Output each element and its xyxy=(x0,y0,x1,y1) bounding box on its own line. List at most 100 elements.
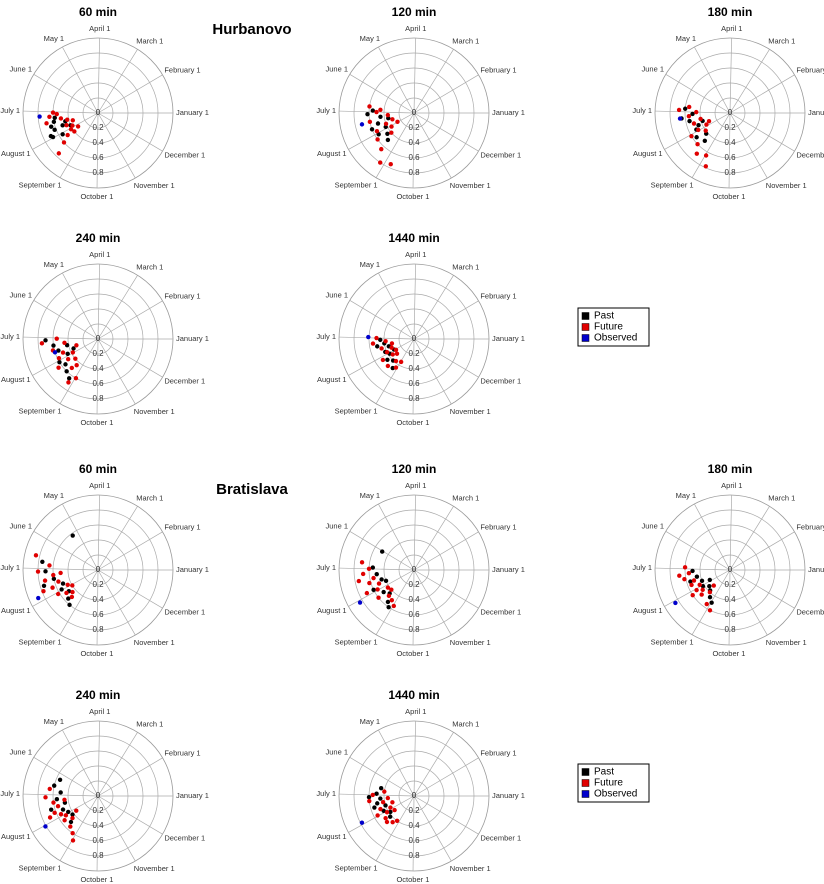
point xyxy=(47,563,52,568)
spoke xyxy=(33,299,99,340)
chart-title: 120 min xyxy=(392,5,437,19)
point xyxy=(703,153,709,158)
point xyxy=(50,110,56,115)
point xyxy=(70,123,75,128)
point xyxy=(691,121,697,126)
point xyxy=(52,350,58,355)
point xyxy=(395,119,400,125)
point xyxy=(73,356,78,361)
point xyxy=(694,151,700,156)
radius-label: 0.2 xyxy=(92,806,104,815)
point xyxy=(367,104,372,109)
point xyxy=(66,809,71,815)
chart-title: 60 min xyxy=(79,462,117,476)
station-title: Hurbanovo xyxy=(212,21,291,38)
month-label: October 1 xyxy=(396,649,429,658)
spoke xyxy=(694,503,731,571)
point xyxy=(49,807,54,812)
spoke xyxy=(413,721,416,797)
point xyxy=(70,583,75,588)
radius-label: 0.8 xyxy=(92,168,104,177)
spoke xyxy=(97,531,163,571)
point xyxy=(60,350,66,355)
point xyxy=(694,135,699,140)
month-label: February 1 xyxy=(480,291,516,300)
month-label: September 1 xyxy=(335,180,378,189)
point xyxy=(47,815,53,820)
point xyxy=(392,807,397,813)
spoke xyxy=(59,338,99,404)
radius-label: 0.6 xyxy=(724,153,736,162)
spoke xyxy=(729,531,795,571)
chart-title: 60 min xyxy=(79,5,117,19)
point xyxy=(39,341,45,346)
point xyxy=(703,164,709,169)
point xyxy=(375,587,380,592)
radius-label: 0 xyxy=(412,791,417,800)
point xyxy=(690,592,695,598)
radius-label: 0.6 xyxy=(724,610,736,619)
point xyxy=(59,587,64,592)
point xyxy=(51,119,57,125)
month-label: May 1 xyxy=(676,491,696,500)
point xyxy=(62,340,67,345)
spoke xyxy=(694,46,731,114)
point xyxy=(700,584,706,589)
point xyxy=(70,589,75,595)
spoke xyxy=(412,795,415,871)
point xyxy=(43,569,48,574)
spoke xyxy=(691,112,731,178)
point xyxy=(41,588,46,594)
radius-label: 0.8 xyxy=(92,851,104,860)
point xyxy=(389,124,394,129)
point xyxy=(378,337,383,343)
point xyxy=(379,346,384,351)
month-label: September 1 xyxy=(19,406,62,415)
spoke xyxy=(375,795,415,861)
month-label: November 1 xyxy=(134,638,175,647)
point xyxy=(74,808,79,813)
point xyxy=(704,601,709,607)
point xyxy=(52,810,57,816)
point xyxy=(389,130,394,135)
month-label: April 1 xyxy=(405,250,426,259)
month-label: November 1 xyxy=(450,181,491,190)
month-label: March 1 xyxy=(136,720,163,729)
month-label: July 1 xyxy=(316,332,336,341)
point xyxy=(66,596,71,601)
point xyxy=(381,589,386,595)
radius-label: 0.2 xyxy=(408,806,420,815)
spoke xyxy=(97,721,100,797)
spoke xyxy=(378,729,415,797)
point xyxy=(366,794,372,800)
point xyxy=(54,336,59,341)
point xyxy=(370,565,376,570)
month-label: January 1 xyxy=(492,108,525,117)
month-label: May 1 xyxy=(44,491,64,500)
month-label: January 1 xyxy=(492,565,525,574)
point xyxy=(682,565,688,570)
spoke xyxy=(33,73,99,114)
radius-label: 0 xyxy=(96,791,101,800)
spoke xyxy=(413,112,452,179)
point xyxy=(378,160,383,165)
point xyxy=(695,141,700,147)
month-label: March 1 xyxy=(136,37,163,46)
spoke xyxy=(413,795,479,835)
month-label: March 1 xyxy=(452,263,479,272)
point xyxy=(686,104,692,110)
month-label: October 1 xyxy=(712,649,745,658)
point xyxy=(379,577,384,582)
spoke xyxy=(23,110,99,114)
point xyxy=(388,814,393,819)
month-label: September 1 xyxy=(19,637,62,646)
spoke xyxy=(348,112,415,150)
point xyxy=(70,533,75,538)
point xyxy=(375,813,380,818)
point xyxy=(384,810,390,815)
month-label: May 1 xyxy=(360,491,380,500)
point xyxy=(56,348,61,353)
point xyxy=(389,341,395,346)
radius-label: 0.6 xyxy=(92,836,104,845)
point xyxy=(42,578,48,583)
